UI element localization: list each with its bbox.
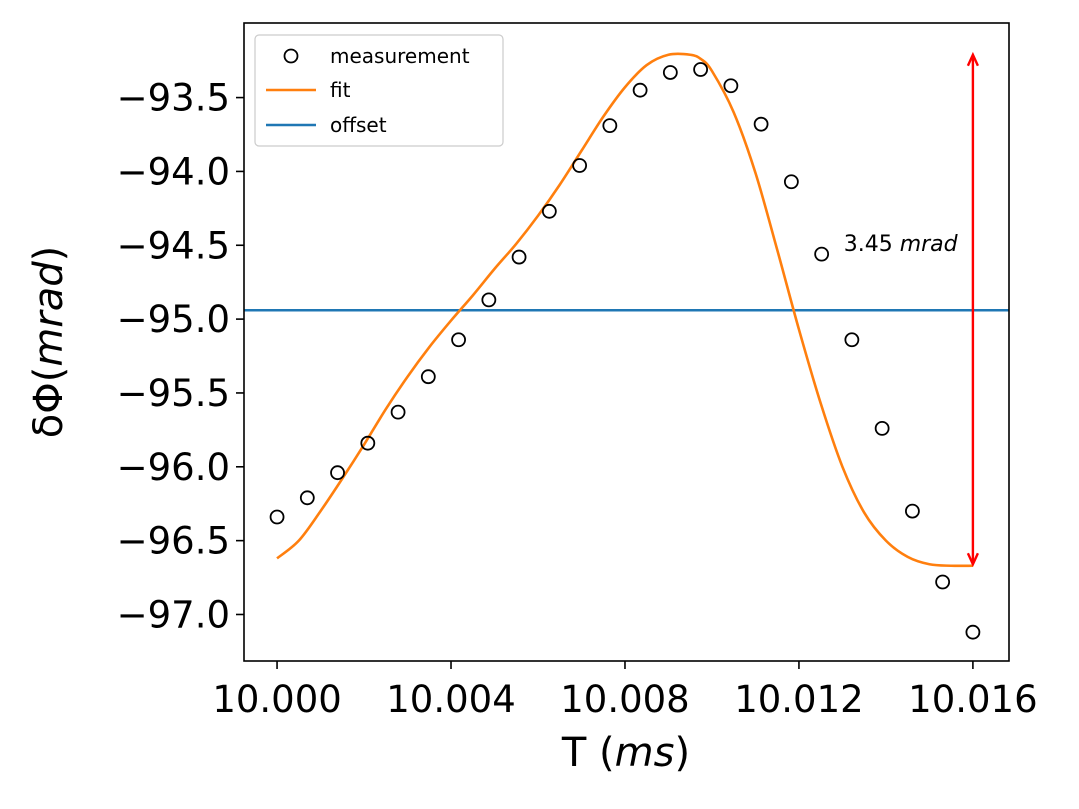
- x-tick-label: 10.016: [908, 678, 1037, 721]
- measurement-point: [390, 404, 406, 420]
- y-tick-label: −93.5: [117, 77, 230, 120]
- amplitude-arrow-head-bottom: [966, 552, 979, 568]
- y-tick-label: −95.0: [117, 298, 230, 341]
- measurement-point: [451, 332, 466, 348]
- measurement-point: [269, 509, 285, 525]
- y-axis-label: δΦ(mrad): [26, 246, 72, 438]
- y-axis: −93.5 −94.0 −94.5 −95.0 −95.5 −96.0 −96.5 −97.0: [117, 77, 244, 636]
- legend-label-fit: fit: [330, 78, 351, 102]
- measurement-point: [602, 118, 618, 134]
- measurement-point: [965, 624, 981, 640]
- measurement-point: [693, 62, 709, 77]
- x-tick-label: 10.008: [560, 678, 689, 721]
- x-tick-label: 10.000: [212, 678, 341, 721]
- measurement-point: [783, 174, 799, 190]
- legend-marker-measurement: [283, 48, 299, 64]
- measurement-point: [541, 203, 557, 219]
- y-tick-label: −94.0: [117, 150, 230, 193]
- measurement-point: [360, 435, 376, 451]
- measurement-point: [481, 292, 497, 308]
- fit-curve: [276, 52, 973, 568]
- x-axis: 10.000 10.004 10.008 10.012 10.016: [212, 661, 1038, 721]
- amplitude-annotation: 3.45 mrad: [844, 232, 959, 257]
- legend-box: [254, 34, 504, 147]
- y-tick-label: −96.5: [117, 520, 230, 563]
- measurement-point: [299, 490, 315, 506]
- x-axis-label: T (ms): [561, 730, 690, 776]
- plot-area: [244, 51, 1009, 640]
- measurement-point: [874, 420, 890, 436]
- amplitude-arrow-head-top: [966, 51, 979, 67]
- measurement-point: [723, 78, 739, 94]
- measurement-point: [905, 503, 920, 519]
- axes-frame: [243, 22, 1010, 662]
- legend: measurement fit offset: [254, 34, 504, 147]
- measurement-point: [632, 82, 648, 98]
- measurement-point: [753, 116, 769, 132]
- legend-label-measurement: measurement: [330, 44, 470, 68]
- measurement-point: [844, 332, 860, 348]
- legend-label-offset: offset: [330, 113, 387, 137]
- y-tick-label: −95.5: [117, 372, 230, 415]
- measurement-point: [935, 574, 951, 590]
- y-tick-label: −94.5: [117, 224, 230, 267]
- measurement-point: [330, 465, 345, 481]
- measurement-point: [511, 249, 527, 265]
- measurement-point: [814, 246, 830, 262]
- x-tick-label: 10.004: [386, 678, 515, 721]
- x-tick-label: 10.012: [734, 678, 863, 721]
- measurement-point: [662, 65, 678, 80]
- measurement-point: [572, 158, 588, 173]
- y-tick-label: −97.0: [117, 593, 230, 636]
- measurement-point: [420, 369, 436, 385]
- y-tick-label: −96.0: [117, 446, 230, 489]
